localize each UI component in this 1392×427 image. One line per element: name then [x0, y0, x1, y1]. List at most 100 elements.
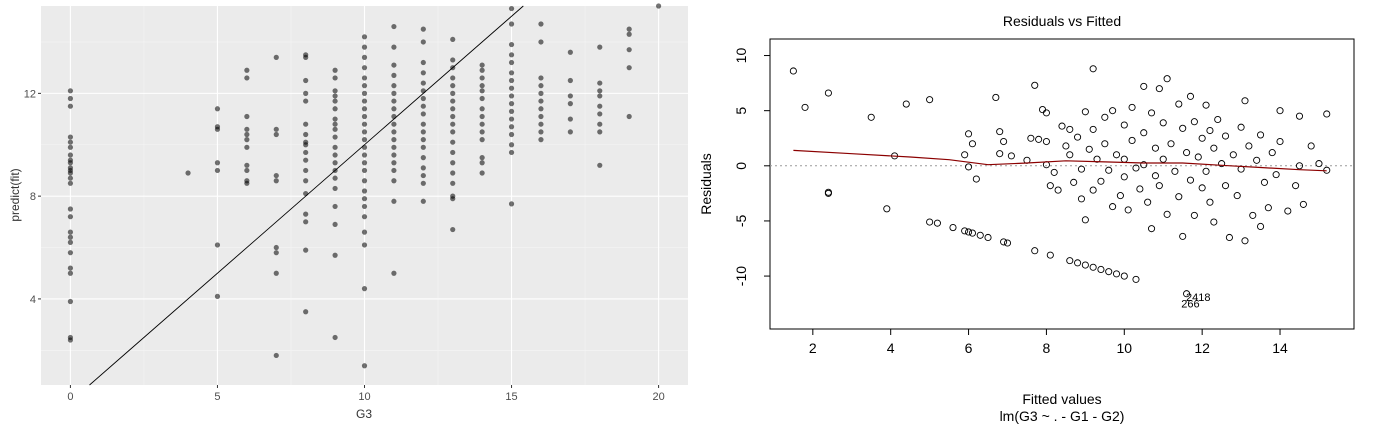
left-data-point	[303, 190, 309, 197]
left-data-point	[508, 93, 515, 99]
left-data-point	[626, 47, 632, 53]
left-data-point	[450, 139, 456, 145]
left-data-point	[303, 98, 309, 104]
right-data-point	[1257, 222, 1265, 231]
left-data-point	[508, 5, 515, 12]
right-data-point	[1221, 182, 1230, 190]
left-data-point	[391, 152, 397, 158]
left-data-point	[597, 88, 603, 94]
left-x-tick-label: 15	[505, 391, 517, 403]
left-data-point	[332, 75, 338, 81]
right-data-point	[1206, 198, 1214, 206]
left-data-point	[361, 98, 368, 104]
right-data-point	[1210, 144, 1218, 152]
left-data-point	[420, 88, 426, 94]
left-data-point	[391, 121, 397, 127]
left-data-point	[479, 106, 485, 112]
right-data-point	[1276, 107, 1284, 115]
right-data-point	[1140, 161, 1148, 169]
right-outlier-label: 266	[1181, 299, 1199, 311]
left-data-point	[538, 98, 544, 104]
left-data-point	[273, 131, 279, 138]
right-data-point	[1031, 81, 1039, 89]
right-data-point	[1097, 177, 1105, 185]
right-data-point	[1132, 164, 1140, 172]
right-data-point	[1159, 119, 1167, 127]
left-data-point	[391, 167, 397, 174]
left-data-point	[450, 75, 456, 81]
left-data-point	[244, 162, 250, 168]
left-data-point	[508, 21, 515, 27]
left-data-point	[479, 160, 485, 166]
left-data-point	[391, 98, 397, 104]
right-data-point	[1218, 160, 1226, 168]
left-data-point	[214, 167, 221, 174]
right-x-tick-label: 6	[965, 340, 973, 356]
left-data-point	[538, 137, 544, 143]
left-data-point	[361, 129, 368, 135]
left-data-point	[391, 106, 397, 112]
right-x-tick-label: 4	[887, 340, 895, 356]
right-data-point	[1237, 123, 1245, 131]
left-data-point	[244, 126, 250, 132]
left-data-point	[361, 54, 368, 60]
left-data-point	[273, 352, 279, 359]
left-data-point	[450, 113, 456, 120]
right-data-point	[1221, 132, 1230, 140]
right-data-point	[867, 113, 875, 121]
right-data-point	[1066, 151, 1074, 159]
left-data-point	[391, 144, 397, 150]
left-data-point	[67, 206, 74, 212]
left-data-point	[361, 83, 368, 89]
right-data-point	[1202, 167, 1210, 175]
right-data-point	[1151, 172, 1159, 180]
right-data-point	[1124, 206, 1132, 214]
left-data-point	[361, 167, 368, 174]
left-y-tick-label: 4	[30, 294, 36, 306]
left-data-point	[214, 293, 221, 299]
left-x-tick-label: 5	[214, 391, 220, 403]
left-data-point	[244, 75, 250, 81]
right-data-point	[1245, 142, 1253, 150]
right-data-point	[1050, 168, 1058, 176]
left-data-point	[303, 219, 309, 225]
right-data-point	[1128, 103, 1136, 111]
left-data-point	[626, 113, 632, 120]
right-x-tick-label: 2	[809, 340, 817, 356]
right-points	[789, 65, 1331, 298]
right-data-point	[1155, 85, 1163, 93]
left-data-point	[450, 36, 456, 43]
right-y-axis-label: Residuals	[698, 153, 714, 214]
right-data-point	[1140, 129, 1148, 137]
left-data-point	[67, 229, 74, 235]
right-data-point	[1186, 92, 1195, 100]
left-data-point	[420, 39, 426, 45]
right-data-point	[1077, 195, 1086, 203]
left-data-point	[273, 178, 279, 184]
right-data-point	[824, 189, 832, 197]
left-data-point	[332, 144, 338, 150]
right-x-tick-label: 14	[1272, 340, 1288, 356]
left-data-point	[303, 131, 309, 138]
right-data-point	[1147, 225, 1156, 233]
left-data-point	[361, 44, 368, 50]
left-data-point	[244, 144, 250, 150]
left-data-point	[479, 83, 485, 89]
left-data-point	[391, 72, 397, 78]
left-data-point	[361, 121, 368, 127]
right-data-point	[1109, 107, 1117, 115]
right-data-point	[1167, 140, 1175, 148]
left-data-point	[450, 180, 456, 186]
left-data-point	[303, 247, 309, 253]
right-data-point	[1186, 176, 1195, 184]
left-x-tick-label: 10	[358, 391, 370, 403]
right-data-point	[1112, 270, 1121, 278]
left-data-point	[420, 198, 426, 204]
left-data-point	[361, 229, 368, 235]
left-x-ticks: 0 5 10 15 20	[67, 385, 665, 403]
right-data-point	[1260, 178, 1269, 186]
left-y-tick-label: 8	[30, 191, 36, 203]
left-data-point	[67, 270, 74, 276]
